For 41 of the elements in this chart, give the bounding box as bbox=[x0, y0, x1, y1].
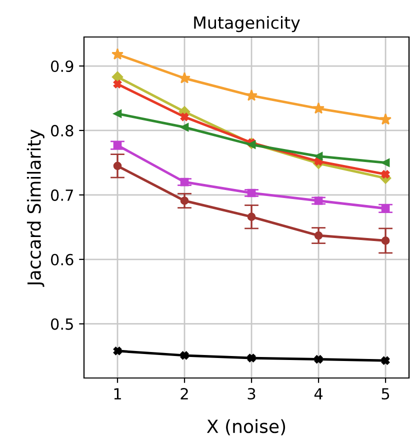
point bbox=[247, 354, 256, 362]
point bbox=[314, 355, 323, 364]
point bbox=[180, 196, 189, 205]
point bbox=[247, 212, 256, 222]
point bbox=[312, 102, 325, 114]
point bbox=[180, 351, 189, 360]
point bbox=[178, 72, 190, 84]
point bbox=[113, 141, 122, 150]
x-tick-label: 1 bbox=[114, 388, 121, 400]
point bbox=[113, 80, 122, 88]
y-tick-label: 0.9 bbox=[50, 60, 74, 72]
point bbox=[314, 196, 323, 205]
point bbox=[180, 112, 189, 122]
x-tick-label: 2 bbox=[180, 388, 188, 400]
point bbox=[314, 231, 323, 240]
chart-title: Mutagenicity bbox=[194, 16, 300, 32]
x-axis-title: X (noise) bbox=[206, 419, 286, 436]
point bbox=[246, 89, 258, 101]
point bbox=[112, 48, 124, 60]
y-tick-label: 0.5 bbox=[50, 318, 73, 330]
y-tick-label: 0.7 bbox=[50, 189, 73, 201]
point bbox=[380, 113, 392, 125]
point bbox=[314, 157, 323, 166]
x-tick-label: 5 bbox=[382, 388, 390, 400]
point bbox=[381, 204, 390, 213]
point bbox=[381, 356, 390, 365]
x-tick-label: 4 bbox=[314, 388, 323, 400]
point bbox=[180, 178, 189, 186]
x-tick-label: 3 bbox=[248, 388, 256, 400]
y-tick-label: 0.8 bbox=[50, 124, 74, 136]
point bbox=[247, 188, 256, 198]
point bbox=[381, 170, 390, 178]
point bbox=[381, 236, 390, 245]
point bbox=[381, 158, 390, 167]
point bbox=[314, 152, 323, 160]
y-tick-label: 0.6 bbox=[50, 254, 74, 266]
point bbox=[113, 162, 122, 170]
point bbox=[180, 123, 189, 132]
y-axis-title: Jaccard Similarity bbox=[26, 130, 44, 287]
point bbox=[113, 110, 122, 118]
point bbox=[113, 346, 122, 356]
